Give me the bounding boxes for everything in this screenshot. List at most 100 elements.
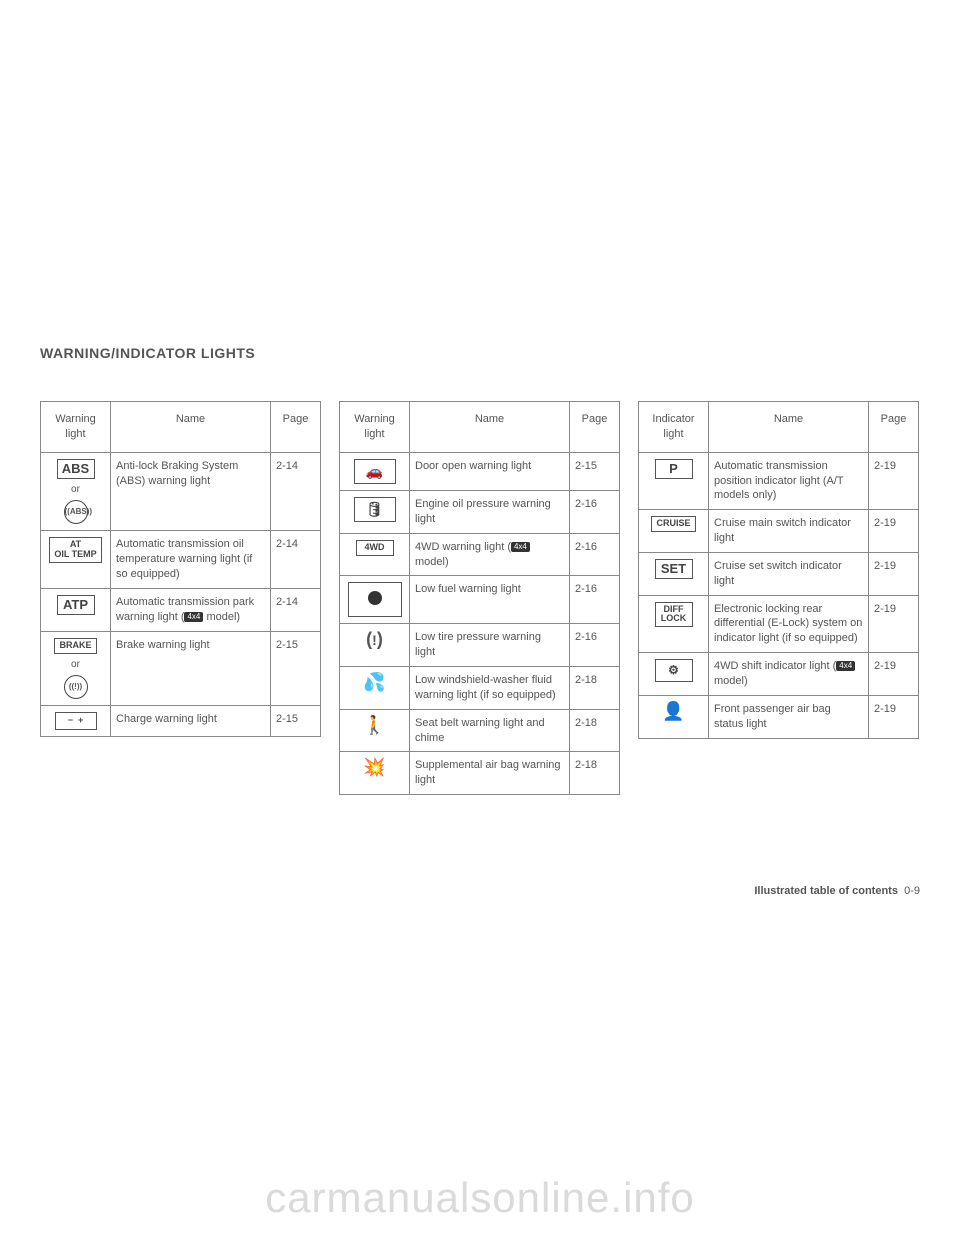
icon-cell: BRAKEor((!))	[41, 631, 111, 705]
table-row: SETCruise set switch indicator light2-19	[639, 552, 919, 595]
table-row: ATOIL TEMP Automatic transmission oil tem…	[41, 531, 321, 589]
page-cell: 2-18	[570, 667, 620, 710]
text-box-icon: DIFFLOCK	[655, 602, 693, 628]
text-box-icon: CRUISE	[651, 516, 695, 532]
table-row: 4WD 4WD warning light (4x4 model)2-16	[340, 533, 620, 576]
fuel-dot-icon	[348, 582, 402, 617]
page-cell: 2-19	[869, 552, 919, 595]
icon-cell: ATP	[41, 589, 111, 632]
icon-cell: P	[639, 452, 709, 510]
icon-cell: ATOIL TEMP	[41, 531, 111, 589]
text-box-icon: ATP	[57, 595, 95, 615]
table-row: 🚗Door open warning light2-15	[340, 452, 620, 490]
4x4-badge: 4x4	[836, 661, 855, 671]
washer-icon: 💦	[363, 673, 385, 691]
table-row: ⚙4WD shift indicator light (4x4 model)2-…	[639, 653, 919, 696]
table-row: BRAKEor((!))Brake warning light2-15	[41, 631, 321, 705]
page-cell: 2-16	[570, 533, 620, 576]
icon-cell	[340, 576, 410, 624]
icon-cell: 🚶	[340, 709, 410, 752]
4x4-badge: 4x4	[511, 542, 530, 552]
name-cell: Seat belt warning light and chime	[410, 709, 570, 752]
seatbelt-icon: 🚶	[363, 716, 385, 734]
column-header: Name	[111, 402, 271, 453]
brake-icon: BRAKE	[54, 638, 96, 654]
table-row: ABSor((ABS))Anti-lock Braking System (AB…	[41, 452, 321, 531]
indicator-table: Warning lightNamePage🚗Door open warning …	[339, 401, 620, 795]
column-header: Page	[869, 402, 919, 453]
text-box-icon: P	[655, 459, 693, 479]
column-header: Warning light	[340, 402, 410, 453]
page-cell: 2-16	[570, 624, 620, 667]
icon-cell: ABSor((ABS))	[41, 452, 111, 531]
page-cell: 2-14	[271, 452, 321, 531]
text-box-icon: ATOIL TEMP	[49, 537, 101, 563]
name-cell: Automatic transmission oil temperature w…	[111, 531, 271, 589]
or-text: or	[45, 658, 106, 672]
tables-container: Warning lightNamePageABSor((ABS))Anti-lo…	[40, 401, 920, 795]
name-cell: Cruise main switch indicator light	[709, 510, 869, 553]
icon-cell: DIFFLOCK	[639, 595, 709, 653]
page-cell: 2-14	[271, 589, 321, 632]
name-cell: Cruise set switch indicator light	[709, 552, 869, 595]
column-header: Name	[709, 402, 869, 453]
name-cell: Engine oil pressure warning light	[410, 491, 570, 534]
page-cell: 2-15	[271, 706, 321, 737]
icon-cell: CRUISE	[639, 510, 709, 553]
icon-cell: 4WD	[340, 533, 410, 576]
page-footer: Illustrated table of contents 0-9	[754, 885, 920, 897]
page-cell: 2-19	[869, 510, 919, 553]
column-header: Page	[271, 402, 321, 453]
abs-circle-icon: ((ABS))	[64, 500, 88, 524]
table-row: 🛢 Engine oil pressure warning light2-16	[340, 491, 620, 534]
footer-label: Illustrated table of contents	[754, 885, 898, 897]
airbag-icon: 💥	[363, 758, 385, 776]
icon-cell: − +	[41, 706, 111, 737]
name-cell: Door open warning light	[410, 452, 570, 490]
table-row: 💦Low windshield-washer fluid warning lig…	[340, 667, 620, 710]
name-cell: Electronic locking rear differential (E-…	[709, 595, 869, 653]
battery-icon: − +	[55, 712, 97, 730]
page-cell: 2-19	[869, 595, 919, 653]
name-cell: Low tire pressure warning light	[410, 624, 570, 667]
table-row: Low fuel warning light2-16	[340, 576, 620, 624]
icon-cell: (!)	[340, 624, 410, 667]
oil-icon: 🛢	[354, 497, 396, 522]
name-cell: Automatic transmission position indicato…	[709, 452, 869, 510]
passenger-airbag-icon: 👤	[662, 702, 684, 720]
4wd-shift-icon: ⚙	[655, 659, 693, 682]
table-row: 💥 Supplemental air bag warning light2-18	[340, 752, 620, 795]
abs-icon: ABS	[57, 459, 95, 479]
name-cell: Anti-lock Braking System (ABS) warning l…	[111, 452, 271, 531]
page-cell: 2-16	[570, 576, 620, 624]
indicator-table: Warning lightNamePageABSor((ABS))Anti-lo…	[40, 401, 321, 737]
name-cell: Front passenger air bag status light	[709, 695, 869, 738]
name-cell: Charge warning light	[111, 706, 271, 737]
column-header: Page	[570, 402, 620, 453]
name-cell: Automatic transmission park warning ligh…	[111, 589, 271, 632]
4x4-badge: 4x4	[184, 612, 203, 622]
icon-cell: 🛢	[340, 491, 410, 534]
tire-icon: (!)	[366, 630, 383, 648]
icon-cell: 👤	[639, 695, 709, 738]
page-cell: 2-19	[869, 695, 919, 738]
text-box-icon: 4WD	[356, 540, 394, 556]
name-cell: Supplemental air bag warning light	[410, 752, 570, 795]
page-cell: 2-15	[570, 452, 620, 490]
indicator-table: Indicator lightNamePagePAutomatic transm…	[638, 401, 919, 739]
table-row: 🚶Seat belt warning light and chime2-18	[340, 709, 620, 752]
table-row: ATP Automatic transmission park warning l…	[41, 589, 321, 632]
page-cell: 2-18	[570, 752, 620, 795]
table-row: (!) Low tire pressure warning light2-16	[340, 624, 620, 667]
page-cell: 2-15	[271, 631, 321, 705]
name-cell: 4WD warning light (4x4 model)	[410, 533, 570, 576]
page-cell: 2-19	[869, 452, 919, 510]
icon-cell: ⚙	[639, 653, 709, 696]
page-cell: 2-19	[869, 653, 919, 696]
page-cell: 2-16	[570, 491, 620, 534]
name-cell: Low fuel warning light	[410, 576, 570, 624]
table-row: − + Charge warning light2-15	[41, 706, 321, 737]
watermark: carmanualsonline.info	[0, 1174, 960, 1222]
column-header: Warning light	[41, 402, 111, 453]
name-cell: Brake warning light	[111, 631, 271, 705]
